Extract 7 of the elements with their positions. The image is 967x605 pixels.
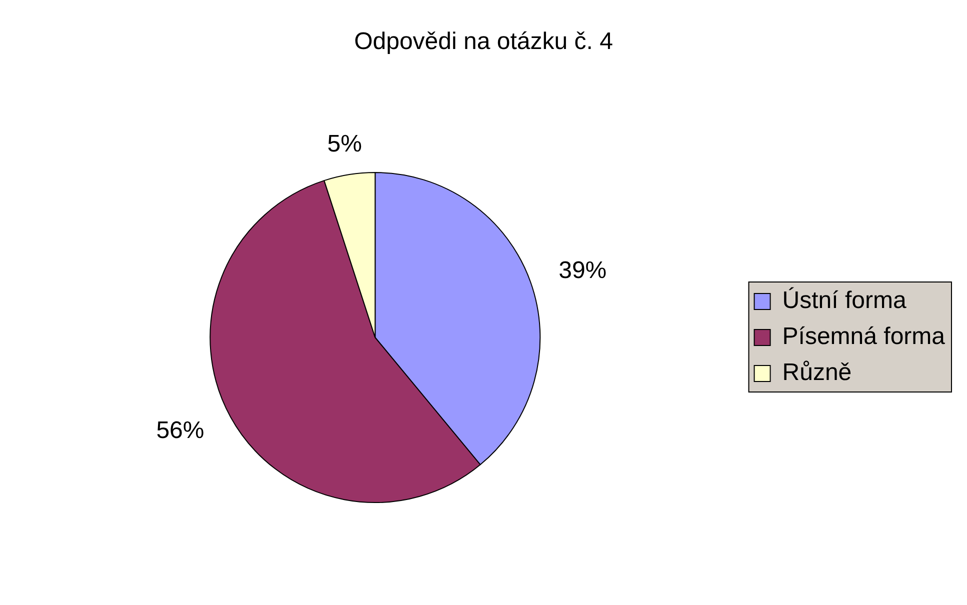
data-label: 39% xyxy=(558,257,607,284)
data-label: 56% xyxy=(156,417,204,444)
legend-label: Ústní forma xyxy=(782,287,907,314)
data-label: 5% xyxy=(327,130,362,158)
legend-label: Různě xyxy=(782,359,852,386)
chart-title: Odpovědi na otázku č. 4 xyxy=(353,28,614,56)
legend-label: Písemná forma xyxy=(782,323,946,350)
